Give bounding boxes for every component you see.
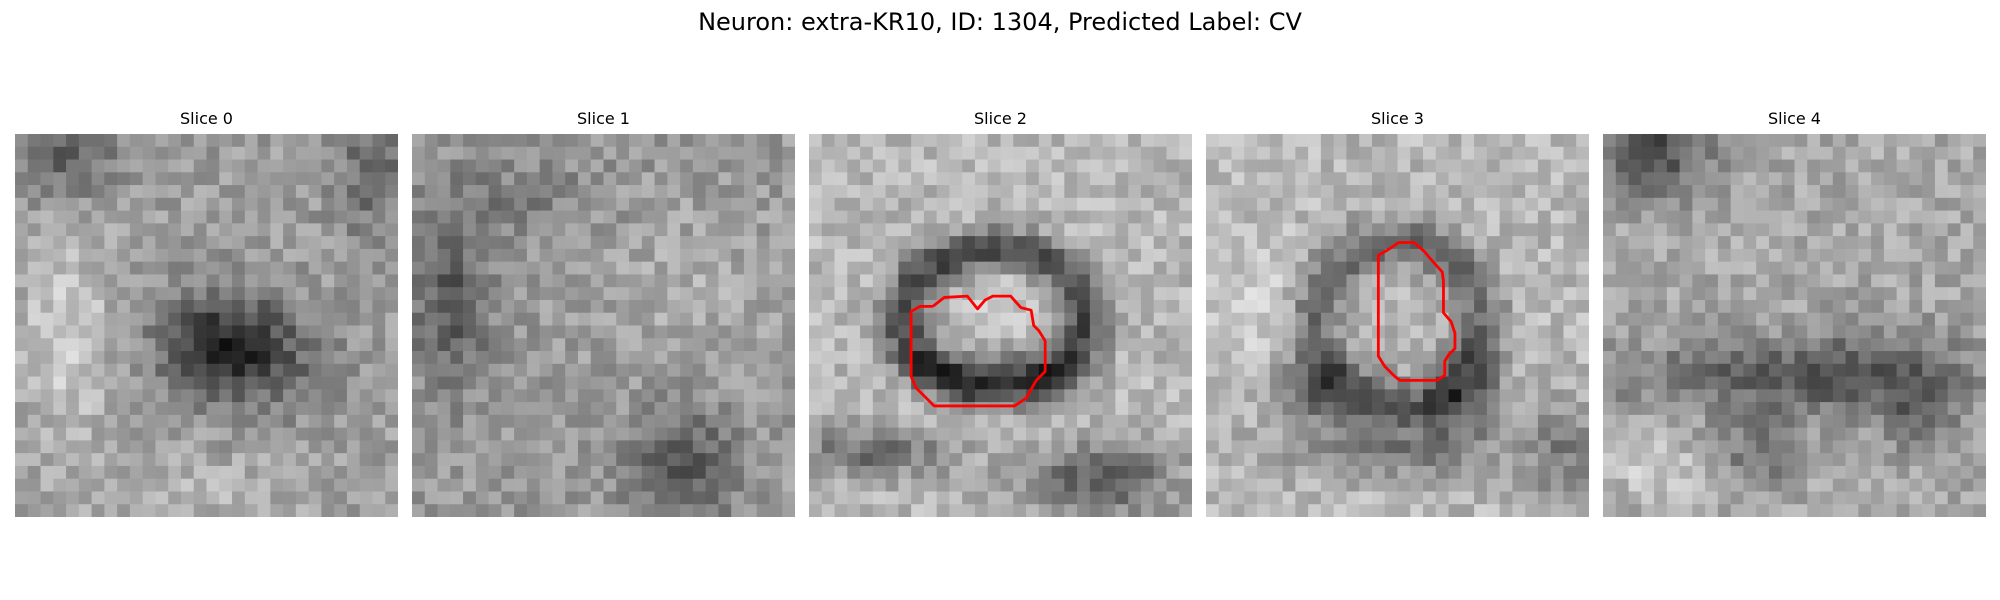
slice-image-4 <box>1603 134 1986 517</box>
slice-title: Slice 4 <box>1768 109 1821 128</box>
slice-image-1 <box>412 134 795 517</box>
figure-title: Neuron: extra-KR10, ID: 1304, Predicted … <box>698 8 1302 36</box>
slice-image-3 <box>1206 134 1589 517</box>
segmentation-contour <box>909 294 1047 408</box>
slice-image-0 <box>15 134 398 517</box>
slice-title: Slice 3 <box>1371 109 1424 128</box>
slice-panel-4: Slice 4 <box>1603 108 1986 520</box>
segmentation-contour <box>1376 241 1457 382</box>
slice-panel-1: Slice 1 <box>412 108 795 520</box>
slice-panel-0: Slice 0 <box>15 108 398 520</box>
slice-title: Slice 0 <box>180 109 233 128</box>
slice-panel-2: Slice 2 <box>809 108 1192 520</box>
slice-title: Slice 2 <box>974 109 1027 128</box>
slice-panel-3: Slice 3 <box>1206 108 1589 520</box>
slice-image-2 <box>809 134 1192 517</box>
slice-title: Slice 1 <box>577 109 630 128</box>
